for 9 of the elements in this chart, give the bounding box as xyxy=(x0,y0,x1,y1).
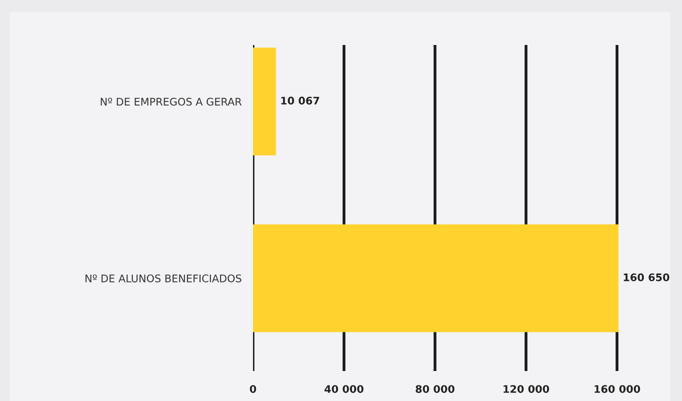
x-tick-label: 120 000 xyxy=(504,385,550,393)
y-tick-label: Nº DE EMPREGOS A GERAR xyxy=(100,98,242,106)
data-label: 10 067 xyxy=(281,96,320,105)
x-tick-label: 0 xyxy=(250,385,256,393)
data-label: 160 650 xyxy=(624,273,670,282)
x-tick-label: 160 000 xyxy=(594,385,640,393)
y-tick-label: Nº DE ALUNOS BENEFICIADOS xyxy=(86,274,242,282)
x-tick-label: 80 000 xyxy=(416,385,454,393)
x-tick-label: 40 000 xyxy=(324,385,364,393)
